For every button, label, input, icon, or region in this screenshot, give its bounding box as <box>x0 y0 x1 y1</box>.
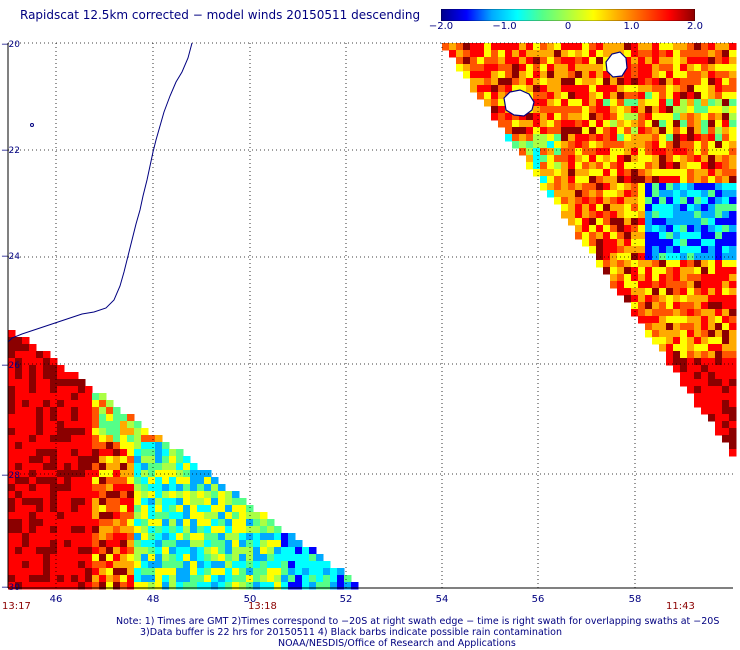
latitude-labels: −20 −22 −24 −26 −28 −30 <box>1 40 20 593</box>
colorbar-ticks: −2.0 −1.0 0 1.0 2.0 <box>429 21 703 35</box>
colorbar-tick: −1.0 <box>492 21 517 32</box>
footnote-line: Note: 1) Times are GMT 2)Times correspon… <box>116 616 720 627</box>
colorbar-tick: −2.0 <box>428 21 454 32</box>
lat-label: −28 <box>1 471 20 481</box>
time-label: 11:43 <box>666 601 695 612</box>
lon-label: 56 <box>532 594 545 605</box>
map-frame <box>7 43 733 589</box>
lon-label: 46 <box>50 594 63 605</box>
lon-label: 58 <box>629 594 642 605</box>
lon-label: 54 <box>436 594 449 605</box>
lat-label: −26 <box>1 361 20 371</box>
colorbar-tick: 2.0 <box>687 21 703 32</box>
lon-label: 52 <box>340 594 353 605</box>
chart-title: Rapidscat 12.5km corrected − model winds… <box>20 8 421 22</box>
footnote-line: 3)Data buffer is 22 hrs for 20150511 4) … <box>140 627 562 638</box>
colorbar <box>441 9 695 21</box>
wind-difference-cells <box>8 43 737 590</box>
colorbar-tick: 0 <box>564 21 572 32</box>
time-label: 13:18 <box>248 601 277 612</box>
credit-line: NOAA/NESDIS/Office of Research and Appli… <box>278 638 516 649</box>
colorbar-tick: 1.0 <box>623 21 640 32</box>
coastline <box>7 42 628 343</box>
reunion-island <box>503 89 535 117</box>
lon-label: 50 <box>244 594 257 605</box>
lon-label: 48 <box>147 594 160 605</box>
lat-label: −20 <box>1 40 20 50</box>
lat-label: −30 <box>1 583 20 593</box>
small-island <box>30 123 34 127</box>
longitude-labels: 46 48 50 52 54 56 58 <box>50 594 642 605</box>
time-labels: 13:17 13:18 11:43 <box>2 601 695 612</box>
time-label: 13:17 <box>2 601 31 612</box>
lat-label: −24 <box>1 252 20 262</box>
mauritius-island <box>605 51 628 78</box>
lat-label: −22 <box>1 146 20 156</box>
madagascar-coast <box>7 42 193 343</box>
